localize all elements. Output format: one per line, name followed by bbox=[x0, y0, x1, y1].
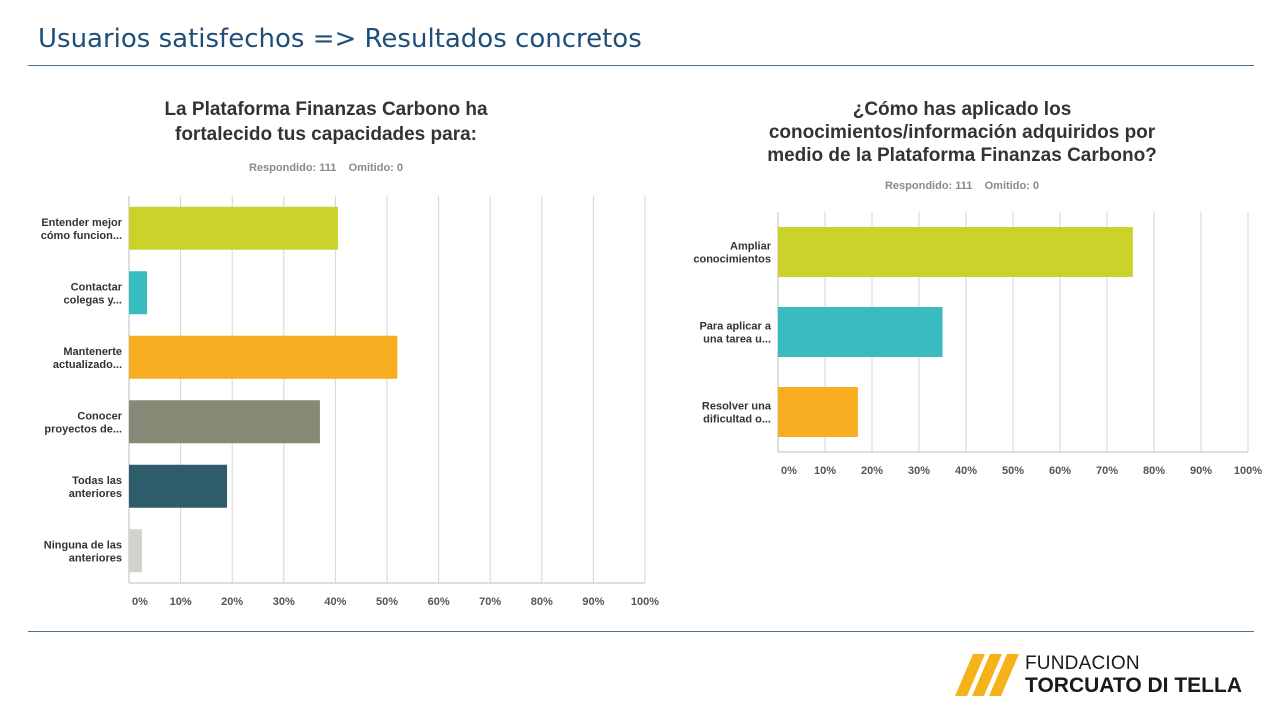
x-tick-label: 20% bbox=[861, 465, 883, 477]
x-tick-label: 10% bbox=[170, 596, 192, 608]
bar-3 bbox=[778, 387, 858, 437]
category-label: Resolver una bbox=[702, 401, 772, 413]
x-tick-label: 10% bbox=[814, 465, 836, 477]
x-tick-label: 90% bbox=[582, 596, 604, 608]
category-label: Para aplicar a bbox=[699, 321, 771, 333]
bar-6 bbox=[129, 529, 142, 573]
category-label: conocimientos bbox=[693, 254, 771, 266]
chart-title-line: La Plataforma Finanzas Carbono ha bbox=[164, 99, 487, 120]
x-tick-label: 80% bbox=[531, 596, 553, 608]
x-tick-label: 60% bbox=[428, 596, 450, 608]
chart-aplicacion-svg: ¿Cómo has aplicado losconocimientos/info… bbox=[693, 99, 1262, 477]
fundacion-logo: FUNDACION TORCUATO DI TELLA bbox=[955, 652, 1255, 702]
category-label: Conocer bbox=[77, 410, 122, 422]
chart-subtitle: Respondido: 111 Omitido: 0 bbox=[249, 162, 403, 174]
category-label: una tarea u... bbox=[703, 334, 771, 346]
chart-capacidades: La Plataforma Finanzas Carbono ha fortale… bbox=[20, 92, 660, 617]
x-tick-label: 100% bbox=[631, 596, 659, 608]
category-label: Entender mejor bbox=[41, 217, 122, 229]
x-tick-label: 100% bbox=[1234, 465, 1262, 477]
category-label: anteriores bbox=[69, 552, 122, 564]
x-tick-label: 80% bbox=[1143, 465, 1165, 477]
bar-1 bbox=[129, 206, 338, 250]
x-tick-label: 60% bbox=[1049, 465, 1071, 477]
x-tick-label: 0% bbox=[781, 465, 797, 477]
category-label: cómo funcion... bbox=[41, 230, 122, 242]
category-label: Contactar bbox=[71, 281, 123, 293]
category-label: Ampliar bbox=[730, 241, 772, 253]
category-label: colegas y... bbox=[64, 294, 123, 306]
category-label: dificultad o... bbox=[703, 414, 771, 426]
x-tick-label: 30% bbox=[273, 596, 295, 608]
category-label: actualizado... bbox=[53, 359, 122, 371]
bar-5 bbox=[129, 464, 228, 508]
logo-line-2: TORCUATO DI TELLA bbox=[1025, 674, 1242, 697]
chart-title-line: conocimientos/información adquiridos por bbox=[769, 122, 1156, 143]
category-label: Todas las bbox=[72, 475, 122, 487]
x-tick-label: 40% bbox=[955, 465, 977, 477]
x-tick-label: 50% bbox=[1002, 465, 1024, 477]
chart-capacidades-svg: La Plataforma Finanzas Carbono ha fortale… bbox=[41, 99, 660, 608]
category-label: anteriores bbox=[69, 488, 122, 500]
x-tick-label: 70% bbox=[479, 596, 501, 608]
x-tick-label: 50% bbox=[376, 596, 398, 608]
x-tick-label: 70% bbox=[1096, 465, 1118, 477]
bar-2 bbox=[129, 271, 148, 315]
bar-1 bbox=[778, 227, 1133, 277]
bottom-divider bbox=[28, 631, 1254, 632]
bar-4 bbox=[129, 400, 320, 444]
slide-title: Usuarios satisfechos => Resultados concr… bbox=[38, 24, 642, 54]
category-label: Ninguna de las bbox=[44, 539, 122, 551]
chart-subtitle: Respondido: 111 Omitido: 0 bbox=[885, 180, 1039, 192]
x-tick-label: 40% bbox=[324, 596, 346, 608]
logo-stripes-icon bbox=[955, 654, 1019, 696]
x-tick-label: 30% bbox=[908, 465, 930, 477]
logo-line-1: FUNDACION bbox=[1025, 653, 1140, 674]
x-tick-label: 0% bbox=[132, 596, 148, 608]
chart-title-line: ¿Cómo has aplicado los bbox=[853, 99, 1072, 120]
category-label: proyectos de... bbox=[44, 423, 122, 435]
bar-3 bbox=[129, 335, 398, 379]
category-label: Mantenerte bbox=[63, 346, 122, 358]
chart-aplicacion: ¿Cómo has aplicado los conocimientos/info… bbox=[670, 92, 1270, 492]
chart-title-line: fortalecido tus capacidades para: bbox=[175, 124, 477, 145]
x-tick-label: 90% bbox=[1190, 465, 1212, 477]
x-tick-label: 20% bbox=[221, 596, 243, 608]
top-divider bbox=[28, 65, 1254, 66]
bar-2 bbox=[778, 307, 943, 357]
chart-title-line: medio de la Plataforma Finanzas Carbono? bbox=[767, 145, 1157, 166]
